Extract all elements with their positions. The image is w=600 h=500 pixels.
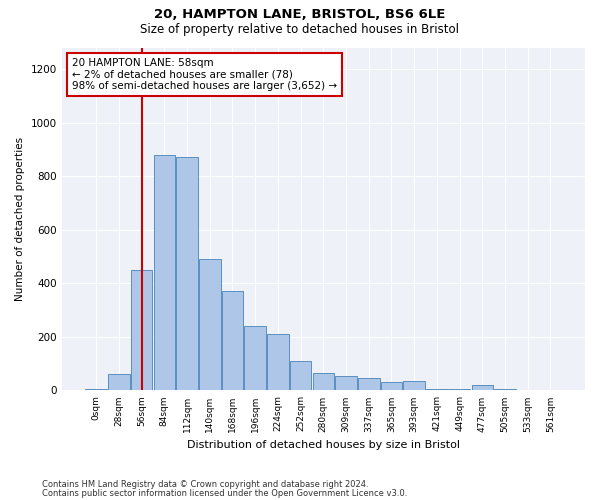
Bar <box>380 382 402 390</box>
Bar <box>154 154 175 390</box>
Bar <box>267 334 289 390</box>
Text: Size of property relative to detached houses in Bristol: Size of property relative to detached ho… <box>140 22 460 36</box>
Bar <box>472 385 493 390</box>
Bar <box>313 373 334 390</box>
Y-axis label: Number of detached properties: Number of detached properties <box>15 137 25 301</box>
Text: 20, HAMPTON LANE, BRISTOL, BS6 6LE: 20, HAMPTON LANE, BRISTOL, BS6 6LE <box>154 8 446 20</box>
Bar <box>199 259 221 390</box>
Bar <box>244 326 266 390</box>
Text: 20 HAMPTON LANE: 58sqm
← 2% of detached houses are smaller (78)
98% of semi-deta: 20 HAMPTON LANE: 58sqm ← 2% of detached … <box>72 58 337 91</box>
X-axis label: Distribution of detached houses by size in Bristol: Distribution of detached houses by size … <box>187 440 460 450</box>
Bar <box>335 376 357 390</box>
Bar <box>176 158 198 390</box>
Bar <box>426 389 448 390</box>
Text: Contains HM Land Registry data © Crown copyright and database right 2024.: Contains HM Land Registry data © Crown c… <box>42 480 368 489</box>
Bar <box>222 292 243 390</box>
Bar <box>85 389 107 390</box>
Bar <box>131 270 152 390</box>
Bar <box>290 361 311 390</box>
Bar <box>494 389 516 390</box>
Bar <box>403 381 425 390</box>
Bar <box>358 378 380 390</box>
Bar <box>449 389 470 390</box>
Bar <box>108 374 130 390</box>
Text: Contains public sector information licensed under the Open Government Licence v3: Contains public sector information licen… <box>42 489 407 498</box>
